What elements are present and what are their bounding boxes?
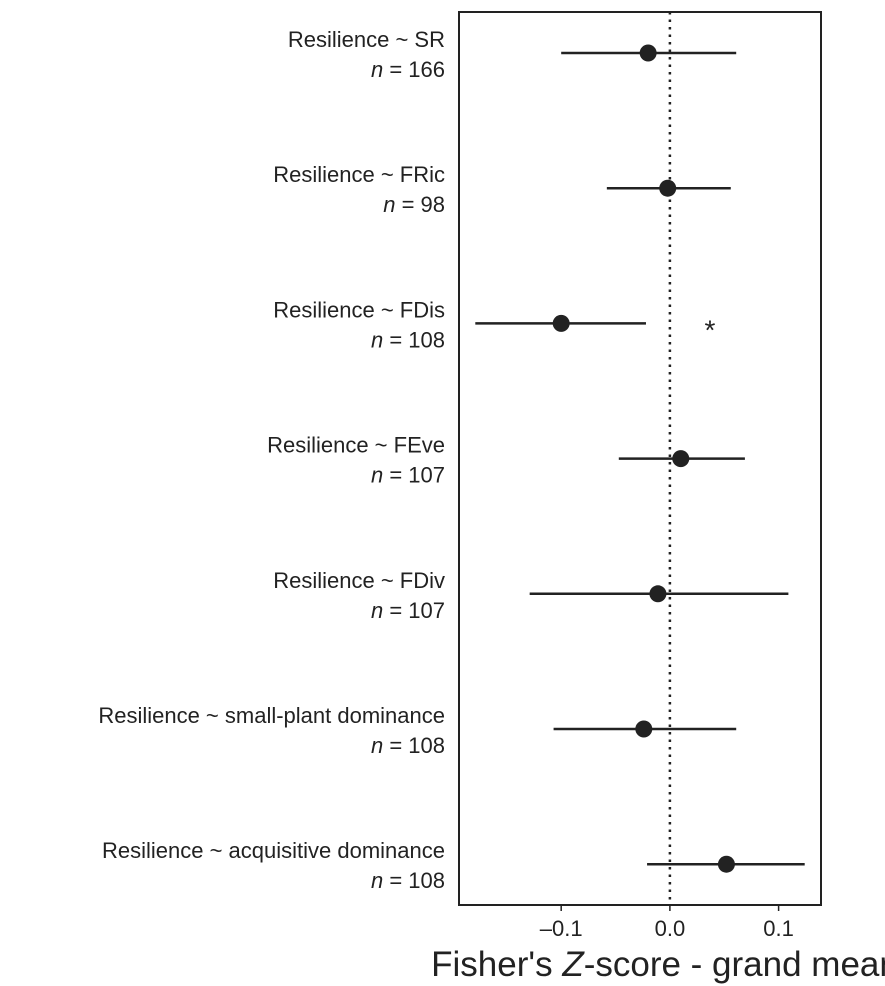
plot-frame [458, 11, 822, 906]
point-estimate [717, 855, 735, 873]
sample-size-symbol: n [371, 327, 383, 352]
category-label: Resilience ~ acquisitive dominance [102, 838, 445, 863]
sample-size-symbol: n [371, 57, 383, 82]
x-axis-label-part: Fisher's [431, 945, 562, 984]
category-label: Resilience ~ small-plant dominance [98, 703, 445, 728]
point-estimate [552, 314, 570, 332]
category-label: Resilience ~ SR [288, 27, 445, 52]
sample-size-text: = 166 [383, 57, 445, 82]
x-tick-label: –0.1 [540, 916, 583, 941]
sample-size-text: = 108 [383, 868, 445, 893]
sample-size-symbol: n [383, 192, 395, 217]
sample-size-symbol: n [371, 733, 383, 758]
point-estimate [649, 585, 667, 603]
sample-size-text: = 107 [383, 598, 445, 623]
sample-size-label: n = 107 [371, 463, 445, 488]
sample-size-symbol: n [371, 463, 383, 488]
x-tick-label: 0.0 [655, 916, 686, 941]
sample-size-symbol: n [371, 868, 383, 893]
x-axis-label: Fisher's Z-score - grand mean [431, 945, 885, 984]
category-label: Resilience ~ FDiv [273, 568, 445, 593]
point-estimate [639, 44, 657, 62]
sample-size-label: n = 107 [371, 598, 445, 623]
sample-size-label: n = 166 [371, 57, 445, 82]
sample-size-text: = 98 [395, 192, 445, 217]
category-label: Resilience ~ FEve [267, 433, 445, 458]
sample-size-symbol: n [371, 598, 383, 623]
sample-size-text: = 108 [383, 733, 445, 758]
sample-size-text: = 108 [383, 327, 445, 352]
point-estimate [659, 179, 677, 197]
x-axis-label-part: -score - grand mean [584, 945, 885, 984]
annotation: * [705, 314, 716, 345]
sample-size-label: n = 108 [371, 733, 445, 758]
sample-size-text: = 107 [383, 463, 445, 488]
sample-size-label: n = 108 [371, 327, 445, 352]
sample-size-label: n = 98 [383, 192, 445, 217]
point-estimate [672, 450, 690, 468]
category-label: Resilience ~ FDis [273, 297, 445, 322]
category-label: Resilience ~ FRic [273, 162, 445, 187]
sample-size-label: n = 108 [371, 868, 445, 893]
point-estimate [635, 720, 653, 738]
x-axis-label-part: Z [561, 945, 585, 984]
x-tick-label: 0.1 [763, 916, 794, 941]
